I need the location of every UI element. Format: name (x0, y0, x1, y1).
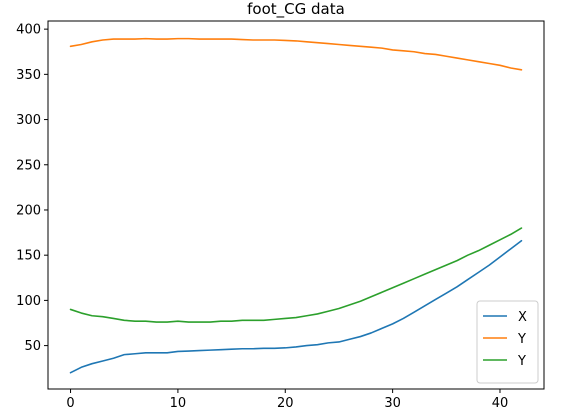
x-tick-label: 40 (492, 396, 509, 411)
series-layer (69, 37, 523, 374)
chart-title: foot_CG data (247, 0, 345, 19)
series-line-3 (69, 227, 523, 323)
legend-label: Y (517, 332, 526, 347)
y-tick-label: 100 (16, 294, 41, 309)
y-tick-label: 200 (16, 203, 41, 218)
y-tick-label: 300 (16, 113, 41, 128)
x-axis: 0 10 20 30 40 (66, 389, 508, 411)
y-tick-label: 50 (24, 339, 41, 354)
y-axis: 50 100 150 200 250 300 350 400 (16, 23, 48, 354)
series-line-2 (69, 37, 523, 71)
y-tick-label: 350 (16, 68, 41, 83)
y-tick-label: 150 (16, 249, 41, 264)
x-tick-label: 30 (384, 396, 401, 411)
x-tick-label: 20 (277, 396, 294, 411)
y-tick-label: 400 (16, 23, 41, 38)
x-tick-label: 10 (170, 396, 187, 411)
y-tick-label: 250 (16, 158, 41, 173)
legend: XYY (476, 300, 539, 384)
legend-box (476, 300, 539, 384)
x-tick-label: 0 (66, 396, 74, 411)
legend-label: X (518, 310, 527, 325)
plot-frame (47, 20, 545, 390)
legend-label: Y (517, 354, 526, 369)
series-line-1 (69, 239, 523, 374)
